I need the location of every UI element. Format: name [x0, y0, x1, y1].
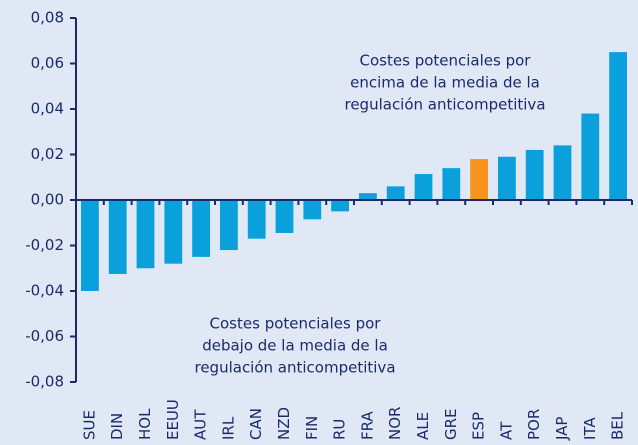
x-tick-label: POR [525, 409, 543, 440]
x-tick-label: ITA [581, 417, 599, 440]
bar [609, 52, 627, 200]
annotation: debajo de la media de la [202, 337, 388, 355]
x-tick-label: FRA [358, 411, 376, 440]
bar [136, 200, 155, 269]
x-tick-label: ESP [470, 412, 488, 440]
y-tick-label: 0,04 [31, 100, 64, 118]
bar [414, 174, 433, 200]
x-tick-label: RU [331, 419, 349, 440]
x-tick-label: SUE [80, 410, 98, 440]
bar [220, 200, 238, 251]
bar [275, 200, 294, 233]
x-tick-label: DIN [108, 413, 126, 440]
annotation: Costes potenciales por [210, 315, 382, 333]
x-tick-label: ALE [414, 412, 432, 440]
bar [331, 200, 349, 212]
bar [359, 193, 377, 200]
x-tick-label: AT [497, 421, 515, 440]
y-tick-label: 0,00 [31, 191, 64, 209]
y-tick-label: 0,02 [31, 145, 64, 163]
y-tick-label: 0,08 [31, 9, 64, 27]
bar [81, 200, 99, 291]
annotation: encima de la media de la [350, 74, 540, 92]
x-tick-label: AUT [192, 409, 210, 440]
bar [108, 200, 127, 274]
x-tick-label: FIN [303, 416, 321, 440]
x-tick-label: CAN [247, 408, 265, 440]
y-tick-label: -0,02 [25, 236, 64, 254]
bar [192, 200, 210, 257]
x-tick-label: GRE [442, 408, 460, 440]
x-tick-label: NZD [275, 407, 293, 440]
bar [247, 200, 266, 239]
bar [164, 200, 183, 264]
y-tick-label: 0,06 [31, 54, 64, 72]
annotation: Costes potenciales por [360, 52, 532, 70]
y-tick-label: -0,08 [25, 373, 64, 391]
bar [386, 186, 405, 200]
x-tick-label: JAP [553, 417, 571, 441]
bar [303, 200, 322, 220]
bar [498, 156, 516, 200]
x-tick-label: IRL [219, 416, 237, 440]
annotation: regulación anticompetitiva [344, 96, 545, 114]
x-tick-label: HOL [136, 408, 154, 440]
bar [553, 145, 572, 200]
y-tick-label: -0,04 [25, 282, 64, 300]
bar [525, 149, 544, 200]
x-tick-label: NOR [386, 407, 404, 440]
bar [581, 113, 600, 200]
x-tick-label: EEUU [164, 399, 182, 440]
annotation: regulación anticompetitiva [194, 359, 395, 377]
x-tick-label: BEL [609, 411, 627, 440]
y-tick-label: -0,06 [25, 327, 64, 345]
bar [442, 168, 461, 200]
bar [470, 159, 488, 200]
